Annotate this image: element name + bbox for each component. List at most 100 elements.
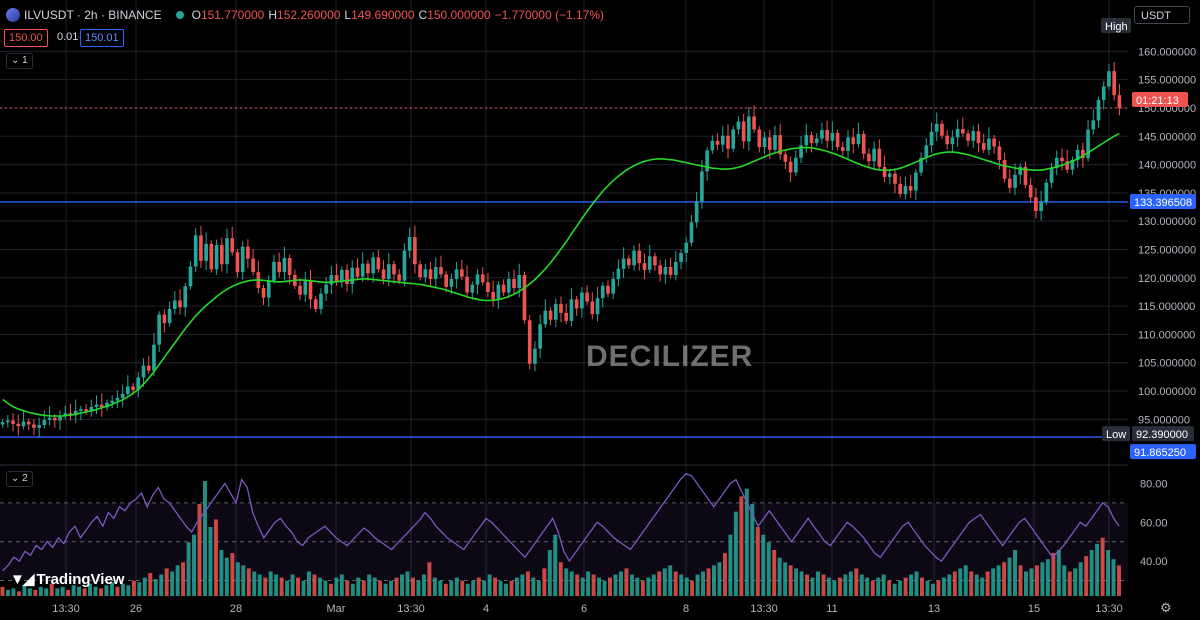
volume-bar — [263, 577, 268, 596]
candle-body — [726, 135, 730, 149]
spread-value: 0.01 — [57, 31, 79, 43]
volume-bar — [493, 577, 498, 596]
candle-body — [668, 267, 673, 275]
tradingview-logo[interactable]: ▼◢ TradingView — [10, 570, 124, 589]
candle-body — [52, 417, 57, 421]
volume-bar — [192, 534, 197, 596]
volume-bar — [60, 586, 65, 596]
pane-1-toggle[interactable]: ⌄ 1 — [6, 53, 33, 69]
candle-body — [527, 320, 532, 364]
volume-bar — [33, 589, 38, 596]
candle-body — [439, 267, 443, 275]
candle-body — [32, 424, 36, 428]
candle-body — [992, 138, 996, 147]
buy-button[interactable]: 150.01 — [80, 29, 124, 47]
gear-icon[interactable]: ⚙ — [1160, 600, 1172, 615]
volume-bar — [142, 577, 147, 596]
candle-body — [16, 423, 21, 427]
volume-bar — [99, 588, 103, 596]
candle-body — [783, 154, 788, 162]
candle-body — [653, 256, 657, 266]
volume-bar — [197, 504, 202, 596]
volume-bar — [739, 496, 744, 596]
volume-bar — [777, 557, 782, 596]
volume-bar — [175, 565, 180, 596]
candle-body — [1044, 182, 1049, 202]
hline-price-badge: 133.396508 — [1134, 197, 1192, 209]
volume-bar — [296, 577, 301, 596]
price-tick-label: 155.000000 — [1138, 75, 1196, 87]
volume-bar — [564, 568, 569, 596]
candle-body — [590, 301, 595, 315]
candle-body — [997, 146, 1002, 161]
candle-body — [924, 145, 929, 158]
open-label: O — [191, 8, 201, 22]
candle-body — [79, 409, 83, 411]
volume-bar — [323, 580, 328, 596]
symbol-header[interactable]: ILVUSDT · 2h · BINANCE O 151.770000 H 15… — [0, 4, 604, 26]
candle-body — [246, 246, 250, 259]
volume-bar — [1084, 556, 1089, 596]
symbol-label[interactable]: ILVUSDT · 2h · BINANCE — [24, 8, 162, 22]
time-tick-label: 28 — [230, 603, 242, 615]
moving-average-line — [2, 132, 1120, 417]
volume-bar — [794, 568, 799, 596]
volume-bar — [498, 580, 503, 596]
candle-body — [1117, 95, 1122, 108]
candle-body — [11, 420, 15, 424]
volume-bar — [1002, 562, 1007, 596]
volume-bar — [82, 588, 87, 596]
pane-1-label: 1 — [22, 55, 28, 66]
candle-body — [595, 298, 600, 315]
candle-body — [564, 312, 569, 321]
volume-bar — [164, 568, 169, 596]
volume-bar — [553, 534, 558, 596]
volume-bar — [602, 580, 607, 596]
candle-body — [919, 157, 923, 173]
sell-button[interactable]: 150.00 — [4, 29, 48, 47]
volume-bar — [268, 571, 273, 596]
candle-body — [809, 135, 814, 144]
volume-bar — [219, 550, 224, 596]
candle-body — [89, 406, 94, 412]
rsi-pane — [0, 473, 1128, 596]
volume-bar — [476, 577, 481, 596]
candle-body — [512, 278, 516, 288]
volume-bar — [471, 580, 476, 596]
ilv-coin-icon — [6, 8, 20, 22]
candle-body — [235, 252, 240, 273]
candle-body — [1060, 157, 1064, 162]
volume-bar — [717, 562, 722, 596]
volume-bar — [109, 582, 114, 596]
volume-bar — [181, 562, 186, 596]
volume-bar — [345, 580, 350, 596]
pane-2-toggle[interactable]: ⌄ 2 — [6, 471, 33, 487]
volume-bar — [482, 580, 487, 596]
volume-bar — [22, 585, 27, 596]
volume-bar — [504, 583, 509, 596]
volume-bar — [974, 574, 979, 596]
candle-body — [741, 121, 746, 142]
candle-body — [42, 419, 47, 426]
volume-bar — [257, 574, 262, 596]
candle-body — [491, 291, 495, 300]
volume-bar — [651, 574, 656, 596]
volume-bar — [646, 577, 651, 596]
volume-bar — [246, 568, 251, 596]
volume-bar — [432, 577, 437, 596]
candle-body — [73, 410, 78, 416]
volume-bar — [832, 580, 837, 596]
volume-bar — [361, 580, 366, 596]
candle-body — [120, 393, 125, 398]
candle-body — [319, 293, 323, 309]
candle-body — [157, 314, 161, 345]
currency-select[interactable]: USDT — [1134, 6, 1190, 24]
candle-body — [386, 264, 391, 279]
candle-body — [480, 274, 485, 283]
volume-bar — [624, 568, 629, 596]
time-tick-label: 13:30 — [750, 603, 778, 615]
volume-bar — [241, 565, 246, 596]
candle-body — [162, 314, 167, 324]
candle-body — [423, 269, 428, 278]
